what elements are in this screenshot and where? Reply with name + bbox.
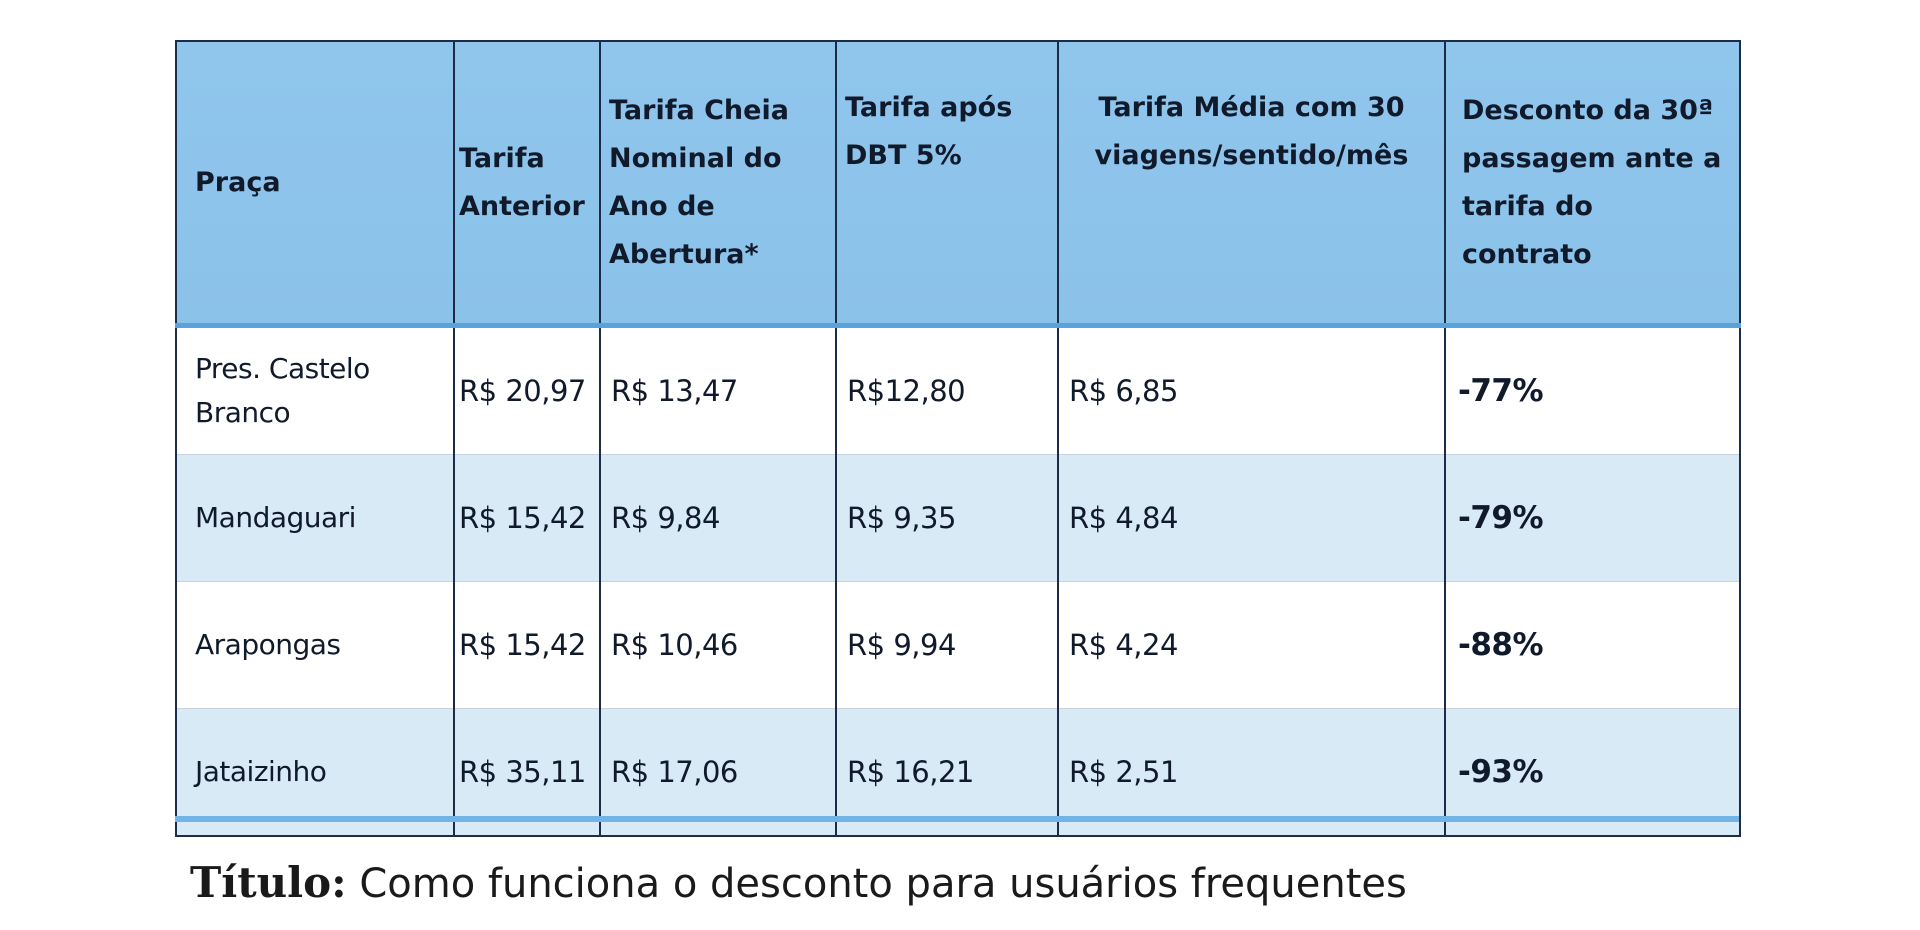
cell-praca: Mandaguari: [175, 454, 455, 582]
cell-praca: Arapongas: [175, 581, 455, 709]
cell-tarifa-anterior: R$ 15,42: [453, 454, 601, 582]
cell-tarifa-cheia: R$ 17,06: [599, 708, 837, 836]
cell-tarifa-anterior: R$ 20,97: [453, 325, 601, 455]
header-tarifa-anterior: Tarifa Anterior: [453, 41, 601, 328]
caption-text: Como funciona o desconto para usuários f…: [346, 861, 1407, 907]
header-desconto: Desconto da 30ª passagem ante a tarifa d…: [1444, 41, 1741, 328]
table-row: Pres. Castelo Branco R$ 20,97 R$ 13,47 R$12…: [175, 325, 1741, 455]
fare-table: Praça Tarifa Anterior Tarifa Cheia Nomin…: [175, 40, 1741, 837]
cell-desconto: -77%: [1444, 325, 1741, 455]
table-row: Mandaguari R$ 15,42 R$ 9,84 R$ 9,35 R$ 4,84-…: [175, 454, 1741, 582]
cell-tarifa-dbt: R$12,80: [835, 325, 1059, 455]
caption: Título: Como funciona o desconto para us…: [190, 858, 1407, 907]
cell-tarifa-media: R$ 4,84: [1057, 454, 1446, 582]
header-praca: Praça: [175, 41, 455, 328]
table-header-row: Praça Tarifa Anterior Tarifa Cheia Nomin…: [175, 41, 1741, 328]
cell-desconto: -88%: [1444, 581, 1741, 709]
cell-praca: Pres. Castelo Branco: [175, 325, 455, 455]
cell-tarifa-cheia: R$ 10,46: [599, 581, 837, 709]
cell-tarifa-cheia: R$ 13,47: [599, 325, 837, 455]
caption-label: Título:: [190, 858, 347, 907]
cell-desconto: -93%: [1444, 708, 1741, 836]
cell-tarifa-dbt: R$ 9,94: [835, 581, 1059, 709]
header-tarifa-media: Tarifa Média com 30 viagens/sentido/mês: [1057, 41, 1446, 328]
header-tarifa-cheia: Tarifa Cheia Nominal do Ano de Abertura*: [599, 41, 837, 328]
table-row: Jataizinho R$ 35,11 R$ 17,06 R$ 16,21 R$ 2,5…: [175, 708, 1741, 836]
cell-tarifa-dbt: R$ 16,21: [835, 708, 1059, 836]
cell-tarifa-anterior: R$ 35,11: [453, 708, 601, 836]
cell-desconto: -79%: [1444, 454, 1741, 582]
cell-tarifa-media: R$ 4,24: [1057, 581, 1446, 709]
cell-tarifa-cheia: R$ 9,84: [599, 454, 837, 582]
table-row: Arapongas R$ 15,42 R$ 10,46 R$ 9,94 R$ 4,24-…: [175, 581, 1741, 709]
header-tarifa-dbt: Tarifa após DBT 5%: [835, 41, 1059, 328]
divider-rule: [175, 816, 1739, 822]
cell-tarifa-media: R$ 6,85: [1057, 325, 1446, 455]
cell-tarifa-media: R$ 2,51: [1057, 708, 1446, 836]
cell-praca: Jataizinho: [175, 708, 455, 836]
cell-tarifa-anterior: R$ 15,42: [453, 581, 601, 709]
cell-tarifa-dbt: R$ 9,35: [835, 454, 1059, 582]
